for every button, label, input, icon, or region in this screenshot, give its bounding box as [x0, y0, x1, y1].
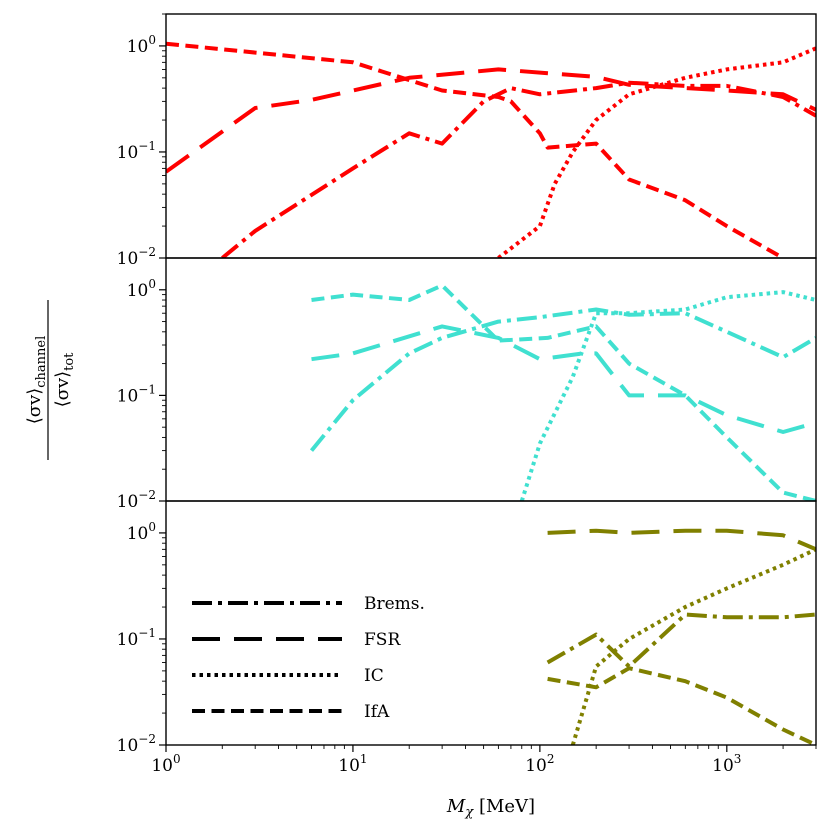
series-layer — [166, 41, 816, 745]
x-axis-label: Mχ [MeV] — [446, 796, 535, 820]
y-axis-label-numerator: ⟨σv⟩channel — [24, 336, 49, 425]
series-panel-2-fsr — [311, 324, 816, 434]
series-panel-3-brems — [546, 612, 816, 669]
y-axis-label-denominator: ⟨σv⟩tot — [52, 352, 77, 408]
series-panel-1-ifa — [166, 41, 785, 258]
y-tick-label-panel-3: 100 — [127, 520, 156, 544]
panel-1-series — [166, 41, 816, 258]
series-panel-1-fsr — [166, 67, 816, 174]
legend-label-brems: Brems. — [364, 594, 425, 614]
y-axis-label: ⟨σv⟩channel ⟨σv⟩tot — [24, 300, 77, 460]
series-panel-1-brems — [221, 80, 816, 258]
y-tick-label-panel-2: 10−2 — [117, 488, 156, 512]
series-panel-3-ic — [570, 547, 816, 745]
series-panel-3-fsr — [547, 528, 816, 552]
series-panel-2-ifa — [311, 283, 816, 501]
x-tick-label: 103 — [712, 752, 741, 776]
panel-2-series — [309, 283, 816, 501]
y-tick-label-panel-3: 10−2 — [117, 732, 156, 756]
legend-label-ifa: IfA — [364, 702, 390, 722]
y-tick-label-panel-1: 10−2 — [117, 245, 156, 269]
x-tick-label: 102 — [525, 752, 554, 776]
x-tick-label: 100 — [151, 752, 180, 776]
series-panel-2-ic — [519, 290, 816, 501]
y-tick-label-panel-1: 10−1 — [117, 139, 156, 163]
series-panel-3-ifa — [547, 666, 816, 745]
y-tick-label-panel-2: 10−1 — [117, 382, 156, 406]
x-tick-label: 101 — [338, 752, 367, 776]
legend-label-ic: IC — [364, 666, 384, 686]
y-tick-label-panel-2: 100 — [127, 277, 156, 301]
y-tick-label-panel-1: 100 — [127, 33, 156, 57]
frame-layer — [165, 13, 817, 746]
legend-label-fsr: FSR — [364, 630, 401, 650]
panel-3-frame — [165, 500, 817, 746]
y-tick-label-panel-3: 10−1 — [117, 626, 156, 650]
legend: Brems. FSR IC IfA — [192, 594, 425, 722]
panel-3-series — [546, 528, 816, 745]
series-panel-1-ic — [497, 46, 816, 258]
series-panel-2-brems — [309, 307, 816, 452]
panel-2-frame — [165, 257, 817, 502]
